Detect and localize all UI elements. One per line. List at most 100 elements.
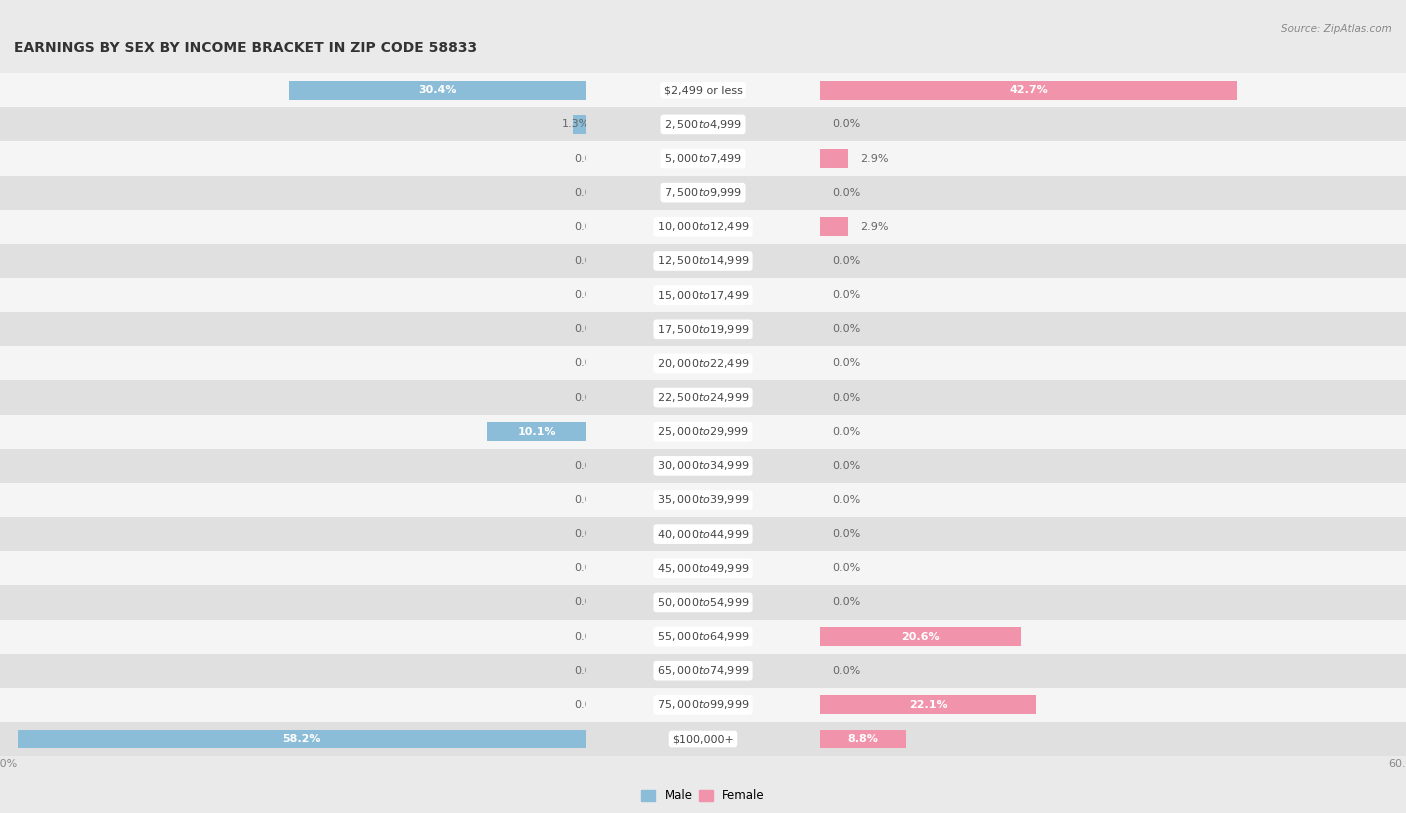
Bar [820, 176, 1406, 210]
Text: $65,000 to $74,999: $65,000 to $74,999 [657, 664, 749, 677]
Text: $30,000 to $34,999: $30,000 to $34,999 [657, 459, 749, 472]
Bar [488, 422, 586, 441]
Bar [586, 551, 820, 585]
Bar [586, 141, 1171, 176]
Text: 0.0%: 0.0% [832, 563, 860, 573]
Bar [586, 244, 820, 278]
Text: 0.0%: 0.0% [574, 495, 602, 505]
Text: $17,500 to $19,999: $17,500 to $19,999 [657, 323, 749, 336]
Bar [820, 312, 1406, 346]
Bar [586, 210, 820, 244]
Bar [586, 722, 820, 756]
Bar [586, 483, 1171, 517]
Bar [0, 210, 586, 244]
Bar [820, 654, 1406, 688]
Bar [586, 415, 1171, 449]
Bar [586, 688, 1171, 722]
Bar [820, 620, 1406, 654]
Bar [820, 551, 1406, 585]
Text: 30.4%: 30.4% [418, 85, 457, 95]
Bar [820, 551, 1406, 585]
Bar [820, 141, 1406, 176]
Bar [586, 278, 1171, 312]
Bar [586, 141, 820, 176]
Text: 2.9%: 2.9% [860, 222, 889, 232]
Text: 58.2%: 58.2% [283, 734, 321, 744]
Text: 0.0%: 0.0% [574, 290, 602, 300]
Text: $100,000+: $100,000+ [672, 734, 734, 744]
Bar [586, 483, 820, 517]
Bar [586, 620, 1171, 654]
Text: 0.0%: 0.0% [574, 563, 602, 573]
Bar [0, 176, 586, 210]
Bar [586, 688, 820, 722]
Text: 0.0%: 0.0% [574, 632, 602, 641]
Bar [586, 585, 820, 620]
Bar [586, 73, 820, 107]
Text: 0.0%: 0.0% [832, 393, 860, 402]
Text: $25,000 to $29,999: $25,000 to $29,999 [657, 425, 749, 438]
Bar [820, 176, 1406, 210]
Text: 10.1%: 10.1% [517, 427, 555, 437]
Text: $15,000 to $17,499: $15,000 to $17,499 [657, 289, 749, 302]
Bar [586, 654, 820, 688]
Text: 0.0%: 0.0% [574, 222, 602, 232]
Text: 0.0%: 0.0% [574, 154, 602, 163]
Bar [820, 346, 1406, 380]
Text: 0.0%: 0.0% [832, 188, 860, 198]
Text: $20,000 to $22,499: $20,000 to $22,499 [657, 357, 749, 370]
Bar [820, 210, 1406, 244]
Bar [586, 415, 820, 449]
Text: 0.0%: 0.0% [832, 359, 860, 368]
Text: $35,000 to $39,999: $35,000 to $39,999 [657, 493, 749, 506]
Bar [820, 729, 905, 749]
Text: 42.7%: 42.7% [1010, 85, 1047, 95]
Bar [586, 73, 1171, 107]
Text: $2,499 or less: $2,499 or less [664, 85, 742, 95]
Bar [0, 654, 586, 688]
Text: 0.0%: 0.0% [832, 120, 860, 129]
Bar [820, 346, 1406, 380]
Bar [586, 244, 1171, 278]
Bar [586, 449, 820, 483]
Bar [820, 380, 1406, 415]
Bar [0, 415, 586, 449]
Bar [820, 73, 1406, 107]
Bar [0, 141, 586, 176]
Text: 0.0%: 0.0% [574, 529, 602, 539]
Bar [820, 107, 1406, 141]
Text: 0.0%: 0.0% [574, 461, 602, 471]
Bar [0, 688, 586, 722]
Text: 0.0%: 0.0% [832, 461, 860, 471]
Bar [820, 73, 1406, 107]
Bar [586, 346, 1171, 380]
Bar [820, 312, 1406, 346]
Text: 0.0%: 0.0% [832, 290, 860, 300]
Bar [586, 654, 1171, 688]
Text: 0.0%: 0.0% [574, 598, 602, 607]
Bar [586, 620, 820, 654]
Bar [820, 722, 1406, 756]
Text: 0.0%: 0.0% [832, 495, 860, 505]
Bar [586, 346, 820, 380]
Text: Source: ZipAtlas.com: Source: ZipAtlas.com [1281, 24, 1392, 34]
Bar [820, 449, 1406, 483]
Bar [586, 620, 820, 654]
Bar [820, 278, 1406, 312]
Bar [586, 551, 1171, 585]
Text: $55,000 to $64,999: $55,000 to $64,999 [657, 630, 749, 643]
Bar [0, 449, 586, 483]
Bar [0, 244, 586, 278]
Bar [0, 551, 586, 585]
Bar [0, 620, 586, 654]
Bar [586, 210, 820, 244]
Bar [586, 517, 1171, 551]
Text: 0.0%: 0.0% [832, 598, 860, 607]
Text: 0.0%: 0.0% [574, 188, 602, 198]
Bar [820, 244, 1406, 278]
Text: 0.0%: 0.0% [832, 256, 860, 266]
Bar [820, 244, 1406, 278]
Bar [820, 217, 848, 237]
Bar [0, 346, 586, 380]
Text: $50,000 to $54,999: $50,000 to $54,999 [657, 596, 749, 609]
